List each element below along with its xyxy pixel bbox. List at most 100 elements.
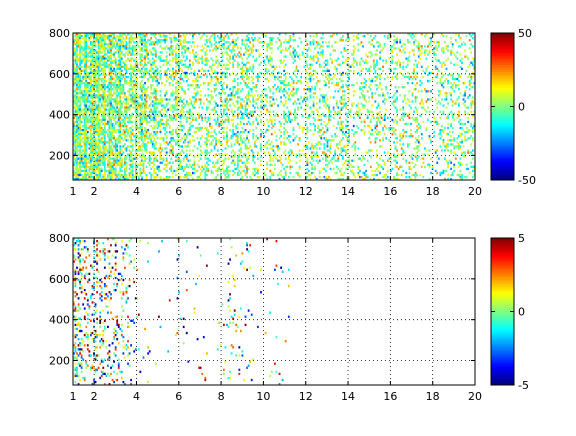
heatmap-cell: [182, 151, 185, 154]
heatmap-cell: [74, 171, 77, 175]
heatmap-cell: [91, 86, 94, 89]
heatmap-cell: [142, 143, 145, 146]
heatmap-cell: [79, 82, 81, 85]
heatmap-cell: [128, 120, 131, 124]
heatmap-cell: [116, 49, 119, 52]
heatmap-cell: [85, 73, 88, 77]
heatmap-cell: [258, 175, 261, 179]
heatmap-cell: [244, 163, 247, 166]
heatmap-cell: [117, 37, 120, 40]
heatmap-cell: [83, 175, 86, 179]
heatmap-cell: [213, 163, 216, 166]
heatmap-cell: [210, 57, 213, 60]
heatmap-cell: [90, 143, 92, 146]
heatmap-cell: [193, 145, 196, 148]
heatmap-cell: [83, 177, 86, 181]
heatmap-cell: [266, 141, 269, 144]
heatmap-cell: [90, 69, 92, 73]
heatmap-cell: [150, 86, 153, 89]
heatmap-cell: [205, 75, 208, 79]
heatmap-cell: [73, 96, 75, 99]
heatmap-cell: [278, 159, 281, 162]
heatmap-cell: [77, 167, 80, 171]
heatmap-cell: [297, 106, 299, 109]
heatmap-cell: [119, 65, 122, 68]
heatmap-cell: [108, 33, 111, 36]
heatmap-cell: [93, 165, 95, 168]
heatmap-cell: [215, 137, 218, 140]
heatmap-cell: [263, 41, 265, 44]
heatmap-cell: [304, 155, 307, 158]
heatmap-cell: [94, 45, 97, 48]
heatmap-cell: [306, 88, 309, 91]
heatmap-cell: [90, 55, 92, 58]
heatmap-cell: [97, 157, 100, 160]
heatmap-cell: [238, 55, 241, 58]
heatmap-cell: [311, 155, 313, 158]
heatmap-cell: [139, 147, 142, 150]
heatmap-cell: [77, 98, 80, 101]
heatmap-cell: [80, 120, 83, 124]
heatmap-cell: [154, 79, 157, 83]
heatmap-cell: [286, 137, 289, 140]
heatmap-cell: [215, 110, 218, 113]
heatmap-cell: [124, 77, 126, 81]
heatmap-cell: [179, 35, 182, 38]
heatmap-cell: [215, 45, 218, 48]
heatmap-cell: [252, 77, 255, 81]
heatmap-cell: [283, 82, 286, 85]
heatmap-cell: [151, 43, 154, 46]
heatmap-cell: [250, 177, 253, 181]
heatmap-cell: [222, 63, 225, 66]
heatmap-cell: [170, 92, 173, 95]
heatmap-cell: [76, 155, 78, 158]
heatmap-cell: [110, 82, 112, 85]
heatmap-cell: [145, 67, 148, 70]
heatmap-cell: [134, 104, 137, 107]
heatmap-cell: [185, 33, 188, 36]
heatmap-cell: [128, 153, 131, 156]
heatmap-cell: [252, 171, 255, 175]
heatmap-cell: [113, 171, 115, 175]
heatmap-cell: [117, 92, 120, 95]
heatmap-cell: [209, 94, 211, 97]
heatmap-cell: [134, 82, 137, 85]
heatmap-cell: [99, 59, 102, 62]
heatmap-cell: [246, 37, 248, 40]
heatmap-cell: [96, 51, 98, 54]
heatmap-cell: [144, 71, 146, 75]
heatmap-cell: [99, 128, 102, 132]
heatmap-cell: [85, 157, 88, 160]
heatmap-cell: [218, 141, 221, 144]
heatmap-cell: [102, 47, 105, 50]
heatmap-cell: [76, 43, 78, 46]
heatmap-cell: [80, 61, 83, 64]
heatmap-cell: [168, 59, 171, 62]
heatmap-cell: [252, 82, 255, 85]
heatmap-cell: [303, 145, 306, 148]
heatmap-cell: [125, 112, 128, 115]
heatmap-cell: [164, 108, 167, 111]
heatmap-cell: [205, 120, 208, 124]
heatmap-cell: [312, 112, 315, 115]
heatmap-cell: [275, 75, 278, 79]
heatmap-cell: [100, 102, 103, 105]
heatmap-cell: [117, 128, 120, 132]
heatmap-cell: [145, 35, 148, 38]
heatmap-cell: [76, 84, 78, 87]
heatmap-cell: [79, 67, 81, 70]
heatmap-cell: [83, 51, 86, 54]
heatmap-cell: [103, 53, 106, 56]
heatmap-cell: [113, 33, 115, 36]
heatmap-cell: [76, 133, 78, 136]
heatmap-cell: [326, 122, 329, 126]
heatmap-cell: [144, 133, 146, 136]
heatmap-cell: [314, 165, 316, 168]
heatmap-cell: [93, 163, 95, 166]
heatmap-cell: [320, 45, 323, 48]
heatmap-cell: [215, 120, 218, 124]
heatmap-cell: [74, 167, 77, 171]
heatmap-cell: [210, 126, 213, 130]
heatmap-cell: [175, 45, 177, 48]
heatmap-cell: [80, 65, 83, 68]
